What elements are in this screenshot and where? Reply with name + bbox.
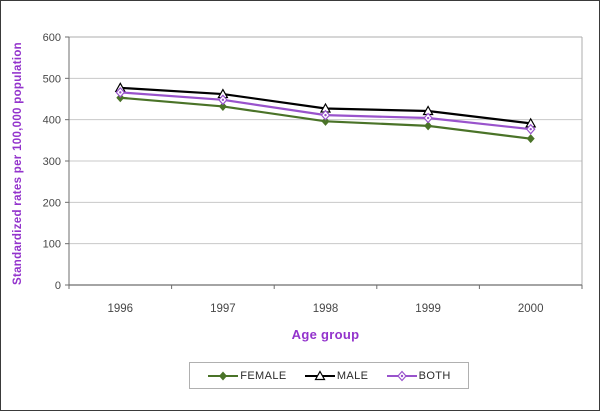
y-tick-label: 300 — [43, 156, 61, 168]
diamond-marker-icon — [424, 121, 433, 131]
marker-center-dot-icon — [324, 113, 327, 117]
x-axis-title: Age group — [291, 327, 360, 342]
y-tick-label: 500 — [43, 73, 61, 85]
triangle-marker-icon — [314, 369, 326, 380]
legend-marker-icon — [208, 371, 239, 380]
marker-center-dot-icon — [119, 91, 122, 94]
y-tick-label: 0 — [55, 280, 61, 292]
legend-item-both: BOTH — [386, 370, 451, 382]
x-tick-label: 2000 — [518, 303, 544, 315]
marker-center-dot-icon — [529, 127, 532, 131]
legend-label: BOTH — [418, 369, 451, 382]
x-tick-label: 1996 — [108, 303, 134, 315]
marker-center-dot-icon — [221, 98, 225, 102]
marker-center-dot-icon — [400, 374, 403, 377]
y-tick-label: 400 — [43, 115, 61, 127]
y-tick-label: 100 — [43, 239, 61, 251]
diamond-marker-icon — [218, 101, 227, 111]
diamond-marker-icon — [526, 134, 535, 144]
legend-marker-icon — [386, 370, 417, 381]
legend-item-female: FEMALE — [207, 370, 286, 382]
diamond-marker-icon — [219, 371, 228, 380]
legend: FEMALE MALE BOTH — [189, 362, 469, 389]
legend-label: MALE — [336, 369, 369, 382]
x-tick-label: 1999 — [415, 303, 441, 315]
legend-label: FEMALE — [240, 369, 287, 382]
x-tick-label: 1997 — [210, 303, 236, 315]
diamond-marker-icon — [321, 116, 330, 126]
chart-plot-area: 0 100 200 300 400 500 600 1996 1997 1998 1999 2000 — [43, 32, 583, 315]
y-tick-label: 600 — [43, 32, 61, 44]
y-tick-label: 200 — [43, 197, 61, 209]
marker-center-dot-icon — [426, 116, 430, 120]
legend-item-male: MALE — [304, 370, 369, 382]
legend-marker-icon — [304, 369, 335, 380]
x-tick-label: 1998 — [313, 303, 339, 315]
